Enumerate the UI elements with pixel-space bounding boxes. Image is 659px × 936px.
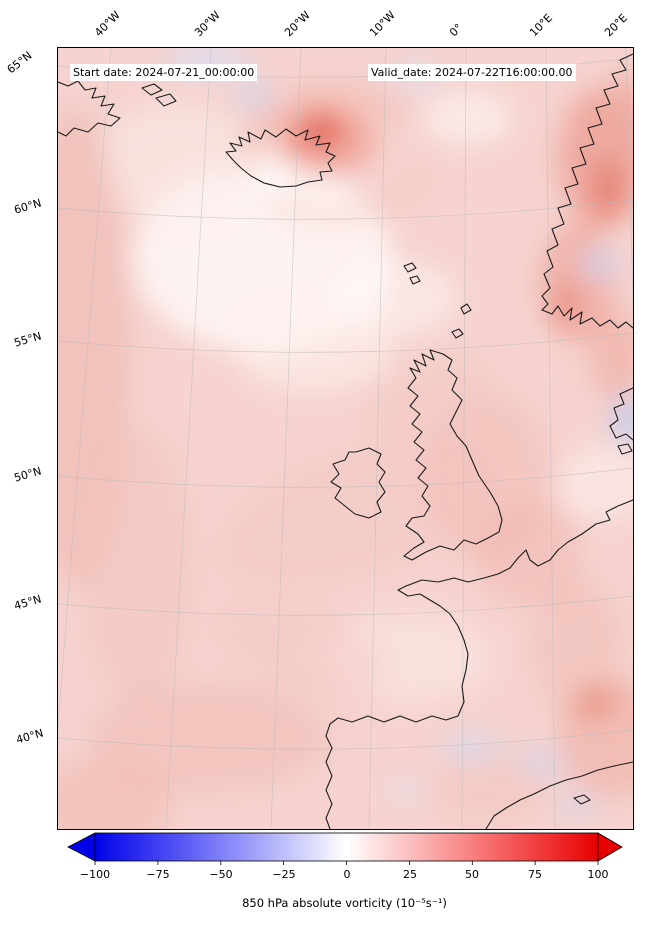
colorbar-tick-label: −25: [272, 868, 296, 881]
coastlines: [58, 53, 633, 829]
start-date-annotation: Start date: 2024-07-21_00:00:00: [70, 64, 258, 81]
colorbar-tick-label: −100: [79, 868, 111, 881]
y-tick-label-40n: 40°N: [14, 726, 45, 747]
valid-date-annotation: Valid_date: 2024-07-22T16:00:00.00: [368, 64, 576, 81]
x-tick-label-40w: 40°W: [92, 8, 123, 40]
y-tick-label-50n: 50°N: [12, 464, 43, 485]
colorbar: [67, 832, 623, 865]
colorbar-tick-label: 75: [528, 868, 542, 881]
colorbar-under-arrow: [67, 832, 96, 862]
colorbar-caption: 850 hPa absolute vorticity (10⁻⁵s⁻¹): [242, 896, 447, 910]
colorbar-ticks: [94, 861, 599, 865]
colorbar-tick-label: 100: [587, 868, 609, 881]
x-tick-label-30w: 30°W: [192, 8, 223, 40]
y-tick-label-60n: 60°N: [12, 196, 43, 217]
colorbar-tick-label: 25: [403, 868, 417, 881]
colorbar-tick-label: 0: [343, 868, 351, 881]
x-tick-label-10e: 10°E: [527, 11, 555, 40]
x-tick-label-0: 0°: [447, 21, 466, 40]
x-tick-label-10w: 10°W: [367, 8, 398, 40]
vorticity-field: [58, 48, 633, 829]
colorbar-tick-label: −50: [209, 868, 233, 881]
map-frame: [57, 47, 634, 830]
x-tick-label-20e: 20°E: [602, 11, 630, 40]
graticule: [58, 48, 633, 829]
colorbar-gradient: [94, 832, 599, 862]
y-tick-label-65n: 65°N: [4, 48, 35, 77]
colorbar-over-arrow: [597, 832, 623, 862]
colorbar-tick-label: 50: [465, 868, 479, 881]
x-tick-label-20w: 20°W: [282, 8, 313, 40]
y-tick-label-45n: 45°N: [12, 592, 43, 613]
colorbar-tick-label: −75: [146, 868, 170, 881]
y-tick-label-55n: 55°N: [12, 329, 43, 350]
map-plot: [58, 48, 633, 829]
